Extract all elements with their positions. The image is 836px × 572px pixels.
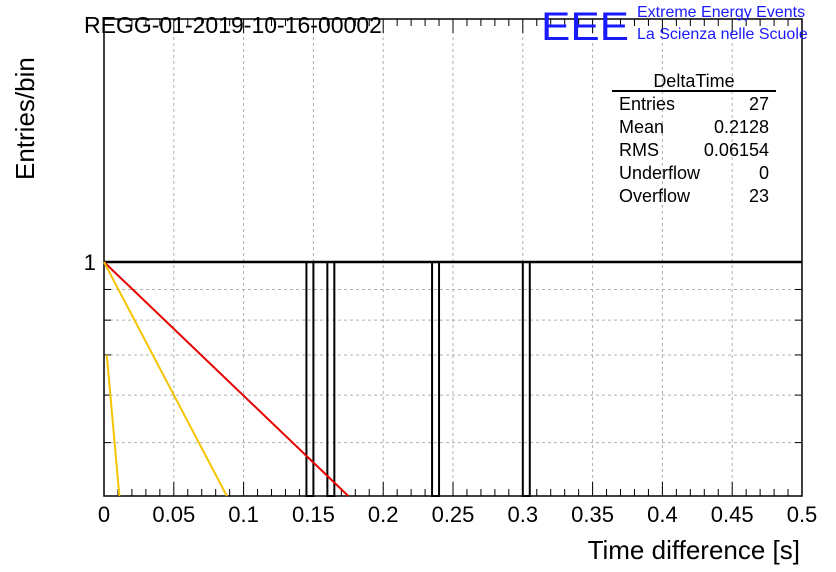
logo-line-2: La Scienza nelle Scuole bbox=[637, 26, 808, 43]
x-tick-label: 0 bbox=[98, 502, 110, 527]
histogram-bin bbox=[305, 261, 315, 497]
x-tick-label: 0.5 bbox=[787, 502, 818, 527]
run-title: REGG-01-2019-10-16-00002 bbox=[84, 12, 382, 38]
stats-label-underflow: Underflow bbox=[619, 163, 701, 183]
fit-curve bbox=[103, 261, 228, 497]
x-tick-labels: 0 0.05 0.1 0.15 0.2 0.25 0.3 0.35 0.4 0.45 0.5 bbox=[98, 502, 817, 527]
x-tick-label: 0.35 bbox=[571, 502, 614, 527]
histogram-bin bbox=[326, 261, 336, 497]
x-tick-label: 0.45 bbox=[711, 502, 754, 527]
fit-curve bbox=[103, 261, 349, 497]
logo-mark: EEE bbox=[541, 5, 629, 49]
x-axis-title: Time difference [s] bbox=[588, 535, 800, 565]
axis-ticks bbox=[103, 19, 803, 496]
x-tick-label: 0.3 bbox=[508, 502, 539, 527]
histogram-bins bbox=[104, 260, 802, 497]
stats-title: DeltaTime bbox=[653, 71, 734, 91]
y-axis-title: Entries/bin bbox=[10, 57, 40, 180]
x-tick-label: 0.15 bbox=[292, 502, 335, 527]
stats-value-rms: 0.06154 bbox=[704, 140, 769, 160]
logo-line-1: Extreme Energy Events bbox=[637, 4, 805, 21]
stats-label-rms: RMS bbox=[619, 140, 659, 160]
x-tick-label: 0.05 bbox=[152, 502, 195, 527]
x-tick-label: 0.1 bbox=[228, 502, 259, 527]
y-tick-label: 1 bbox=[84, 250, 96, 275]
stats-label-overflow: Overflow bbox=[619, 186, 691, 206]
stats-value-underflow: 0 bbox=[759, 163, 769, 183]
histogram-bin bbox=[521, 261, 531, 497]
eee-logo: EEE Extreme Energy Events La Scienza nel… bbox=[541, 4, 808, 49]
histogram-bin bbox=[431, 261, 441, 497]
stats-value-mean: 0.2128 bbox=[714, 117, 769, 137]
x-tick-label: 0.25 bbox=[432, 502, 475, 527]
stats-value-entries: 27 bbox=[749, 94, 769, 114]
stats-label-entries: Entries bbox=[619, 94, 675, 114]
stats-value-overflow: 23 bbox=[749, 186, 769, 206]
fit-curves bbox=[103, 261, 349, 497]
stats-label-mean: Mean bbox=[619, 117, 664, 137]
x-tick-label: 0.2 bbox=[368, 502, 399, 527]
x-tick-label: 0.4 bbox=[647, 502, 678, 527]
stats-box: DeltaTime Entries 27 Mean 0.2128 RMS 0.0… bbox=[612, 71, 776, 206]
fit-curve bbox=[105, 354, 121, 497]
